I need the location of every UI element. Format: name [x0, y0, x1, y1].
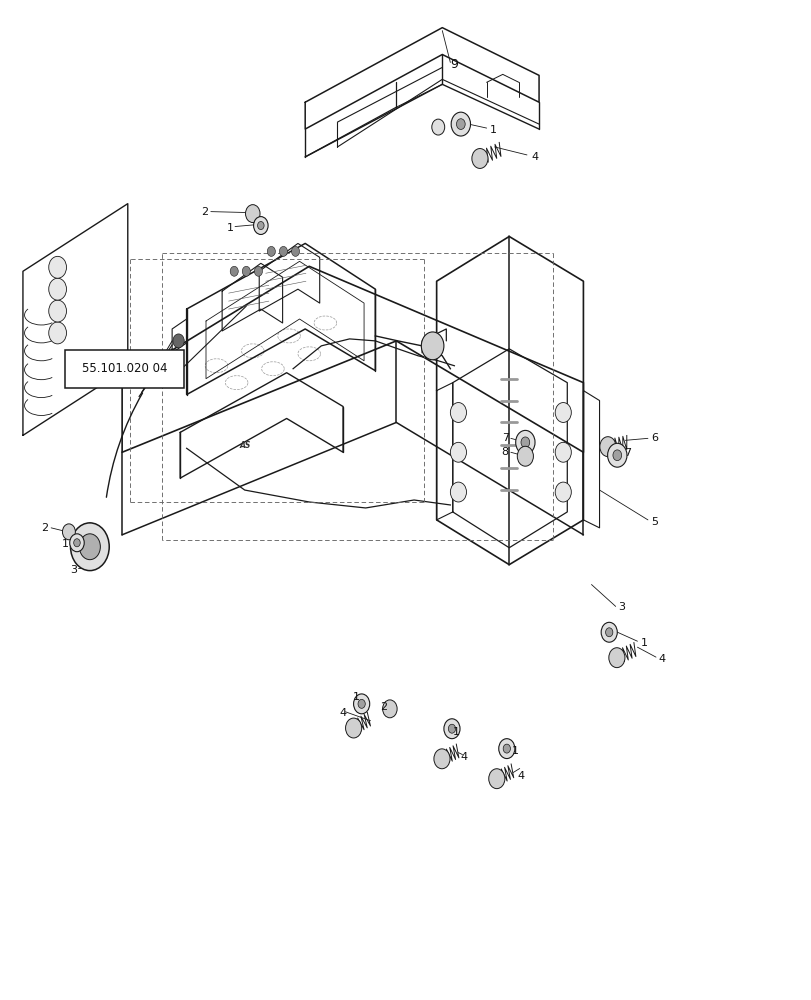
Circle shape — [517, 446, 533, 466]
Circle shape — [444, 719, 460, 739]
Circle shape — [358, 699, 365, 708]
Circle shape — [70, 534, 84, 552]
Circle shape — [448, 724, 455, 733]
Circle shape — [450, 442, 466, 462]
FancyBboxPatch shape — [65, 350, 184, 388]
Text: 7: 7 — [624, 448, 631, 458]
Text: AS: AS — [238, 441, 250, 450]
Circle shape — [267, 246, 275, 256]
Text: 1: 1 — [640, 638, 646, 648]
Circle shape — [605, 628, 612, 637]
Circle shape — [450, 403, 466, 422]
Text: 1: 1 — [453, 727, 460, 737]
Text: 4: 4 — [658, 654, 665, 664]
Circle shape — [599, 437, 616, 457]
Text: 1: 1 — [226, 223, 234, 233]
Circle shape — [608, 648, 624, 668]
Circle shape — [431, 119, 444, 135]
Circle shape — [555, 482, 571, 502]
Circle shape — [291, 246, 299, 256]
Circle shape — [515, 430, 534, 454]
Text: 9: 9 — [450, 58, 457, 71]
Circle shape — [456, 119, 465, 129]
Circle shape — [173, 334, 184, 348]
Text: 8: 8 — [501, 447, 508, 457]
Circle shape — [345, 718, 361, 738]
Circle shape — [503, 744, 510, 753]
Text: 6: 6 — [650, 433, 657, 443]
Circle shape — [451, 112, 470, 136]
Circle shape — [612, 450, 621, 461]
Circle shape — [253, 217, 268, 234]
Circle shape — [471, 149, 487, 168]
Text: 3: 3 — [618, 602, 624, 612]
Circle shape — [74, 539, 80, 547]
Circle shape — [49, 300, 67, 322]
Text: 55.101.020 04: 55.101.020 04 — [82, 362, 167, 375]
Text: 1: 1 — [511, 746, 517, 756]
Circle shape — [279, 246, 287, 256]
Circle shape — [49, 322, 67, 344]
Text: 4: 4 — [339, 708, 346, 718]
Circle shape — [257, 222, 264, 230]
Text: 4: 4 — [460, 752, 467, 762]
Circle shape — [555, 442, 571, 462]
Circle shape — [245, 205, 260, 223]
Circle shape — [71, 523, 109, 571]
Text: 1: 1 — [489, 125, 496, 135]
Text: 1: 1 — [62, 539, 69, 549]
Text: 3: 3 — [71, 565, 77, 575]
Text: 2: 2 — [41, 523, 48, 533]
Text: 2: 2 — [380, 702, 387, 712]
Circle shape — [49, 256, 67, 278]
Circle shape — [488, 769, 504, 789]
Text: 2: 2 — [200, 207, 208, 217]
Circle shape — [521, 437, 529, 448]
Circle shape — [421, 332, 444, 360]
Circle shape — [254, 266, 262, 276]
Circle shape — [555, 403, 571, 422]
Circle shape — [382, 700, 397, 718]
Circle shape — [450, 482, 466, 502]
Text: 5: 5 — [650, 517, 657, 527]
Circle shape — [242, 266, 250, 276]
Circle shape — [353, 694, 369, 714]
Circle shape — [79, 534, 101, 560]
Text: 4: 4 — [517, 771, 524, 781]
Text: 1: 1 — [352, 692, 359, 702]
Circle shape — [600, 622, 616, 642]
Text: 4: 4 — [531, 152, 538, 162]
Circle shape — [607, 443, 626, 467]
Circle shape — [49, 278, 67, 300]
Text: 7: 7 — [501, 433, 508, 443]
Circle shape — [433, 749, 449, 769]
Circle shape — [230, 266, 238, 276]
Circle shape — [62, 524, 75, 540]
Circle shape — [498, 739, 514, 759]
